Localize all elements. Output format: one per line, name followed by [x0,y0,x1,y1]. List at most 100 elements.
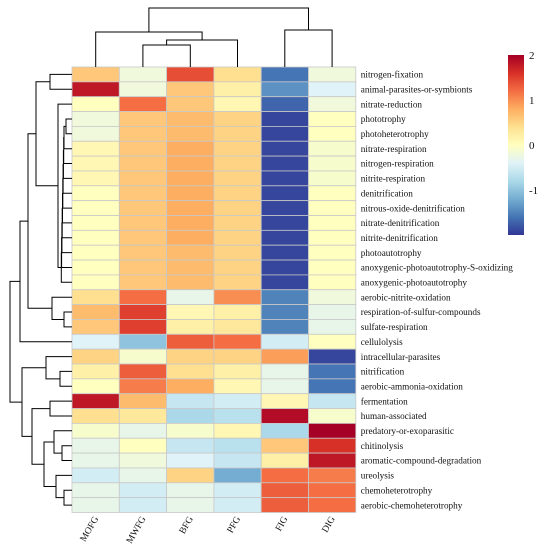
dendrogram-link [63,311,72,328]
column-label: FIG [274,515,290,533]
row-label: aromatic-compound-degradation [361,456,482,466]
row-label: nitrogen-respiration [361,159,434,169]
dendrogram-link [95,31,203,67]
heatmap-cell [71,348,120,365]
heatmap-cell [260,81,309,98]
heatmap-cell [308,437,357,454]
heatmap-cell [71,497,120,513]
heatmap-cell [118,244,168,261]
column-labels: MOFG MWFG BFG PFG FIG DIG [79,515,338,546]
dendrogram-link [166,39,238,67]
heatmap-cell [213,467,262,484]
heatmap-cell [260,274,309,291]
heatmap-cell [71,274,120,291]
heatmap-cell [166,96,215,112]
heatmap-cell [213,497,262,513]
heatmap-cell [308,274,357,291]
heatmap-cell [213,378,262,395]
row-label: photoheterotrophy [361,129,429,139]
heatmap-cell [308,482,357,499]
heatmap-cell [213,363,262,380]
heatmap-cell [213,333,262,350]
heatmap-cell [213,185,262,202]
heatmap-cell [118,259,168,276]
heatmap-cell [308,81,357,98]
color-scale-tick-label: 1 [529,95,535,107]
heatmap-cell [118,274,168,291]
heatmap-cell [213,111,262,127]
heatmap-cell [260,452,309,469]
row-label: nitrous-oxide-denitrification [361,203,466,213]
heatmap-cell [308,185,357,202]
dendrogram-link [63,125,72,150]
heatmap-cell [71,437,120,454]
heatmap-cell [308,259,357,276]
dendrogram-link [61,445,72,461]
heatmap-cell [260,289,309,306]
heatmap-cell [118,111,168,127]
heatmap-cell [260,393,309,409]
heatmap-cell [213,81,262,98]
heatmap-cell [213,422,262,439]
row-label: ureolysis [361,471,395,481]
heatmap-cell [308,96,357,112]
heatmap-cell [213,319,262,335]
heatmap-cell [71,81,120,98]
dendrogram-link [57,103,72,268]
heatmap-cell [308,215,357,231]
heatmap-cell [308,348,357,365]
heatmap-cell [260,185,309,202]
heatmap-cell [308,140,357,157]
heatmap-cell [118,215,168,231]
heatmap-cell [166,185,215,202]
heatmap-cell [166,81,215,98]
heatmap-cell [213,482,262,499]
row-label: nitrification [361,367,405,377]
heatmap-cell [71,378,120,395]
heatmap-cell [166,497,215,513]
heatmap-cell [166,393,215,409]
heatmap-cell [308,304,357,320]
heatmap-cell [308,497,357,513]
heatmap-cell [308,422,357,439]
heatmap-cell [118,408,168,424]
heatmap-cell [213,96,262,112]
heatmap-cell [166,200,215,216]
dendrogram-link [62,150,72,179]
heatmap-cell [166,333,215,350]
heatmap-cell [166,274,215,291]
heatmap-cell [71,408,120,424]
dendrogram-link [59,370,72,387]
row-label: nitrate-reduction [361,99,423,109]
heatmap-cell [213,244,262,261]
heatmap-cell [166,348,215,365]
heatmap-cell [260,229,309,246]
heatmap-cell [71,304,120,320]
row-label: aerobic-ammonia-oxidation [361,381,463,391]
dendrogram-link [63,137,72,164]
heatmap-cell [260,111,309,127]
column-label: DIG [321,515,338,535]
heatmap-cell [166,289,215,306]
row-label: human-associated [361,411,427,421]
heatmap-cell [118,155,168,172]
dendrogram-link [65,118,72,135]
heatmap-cell [71,155,120,172]
row-label: anoxygenic-photoautotrophy-S-oxidizing [361,263,513,273]
heatmap-cell [260,437,309,454]
heatmap-cell [71,185,120,202]
heatmap-cell [71,96,120,112]
heatmap-cell [118,319,168,335]
heatmap-cell [308,289,357,306]
heatmap-cell [71,229,120,246]
heatmap-cell [260,304,309,320]
heatmap-cell [260,259,309,276]
row-label: fermentation [361,396,408,406]
heatmap-cell [71,452,120,469]
heatmap-cell [166,259,215,276]
color-scale-bar [508,55,524,235]
heatmap-cell [118,96,168,112]
heatmap-cell [213,140,262,157]
row-label: sulfate-respiration [361,322,428,332]
heatmap-cell [213,274,262,291]
